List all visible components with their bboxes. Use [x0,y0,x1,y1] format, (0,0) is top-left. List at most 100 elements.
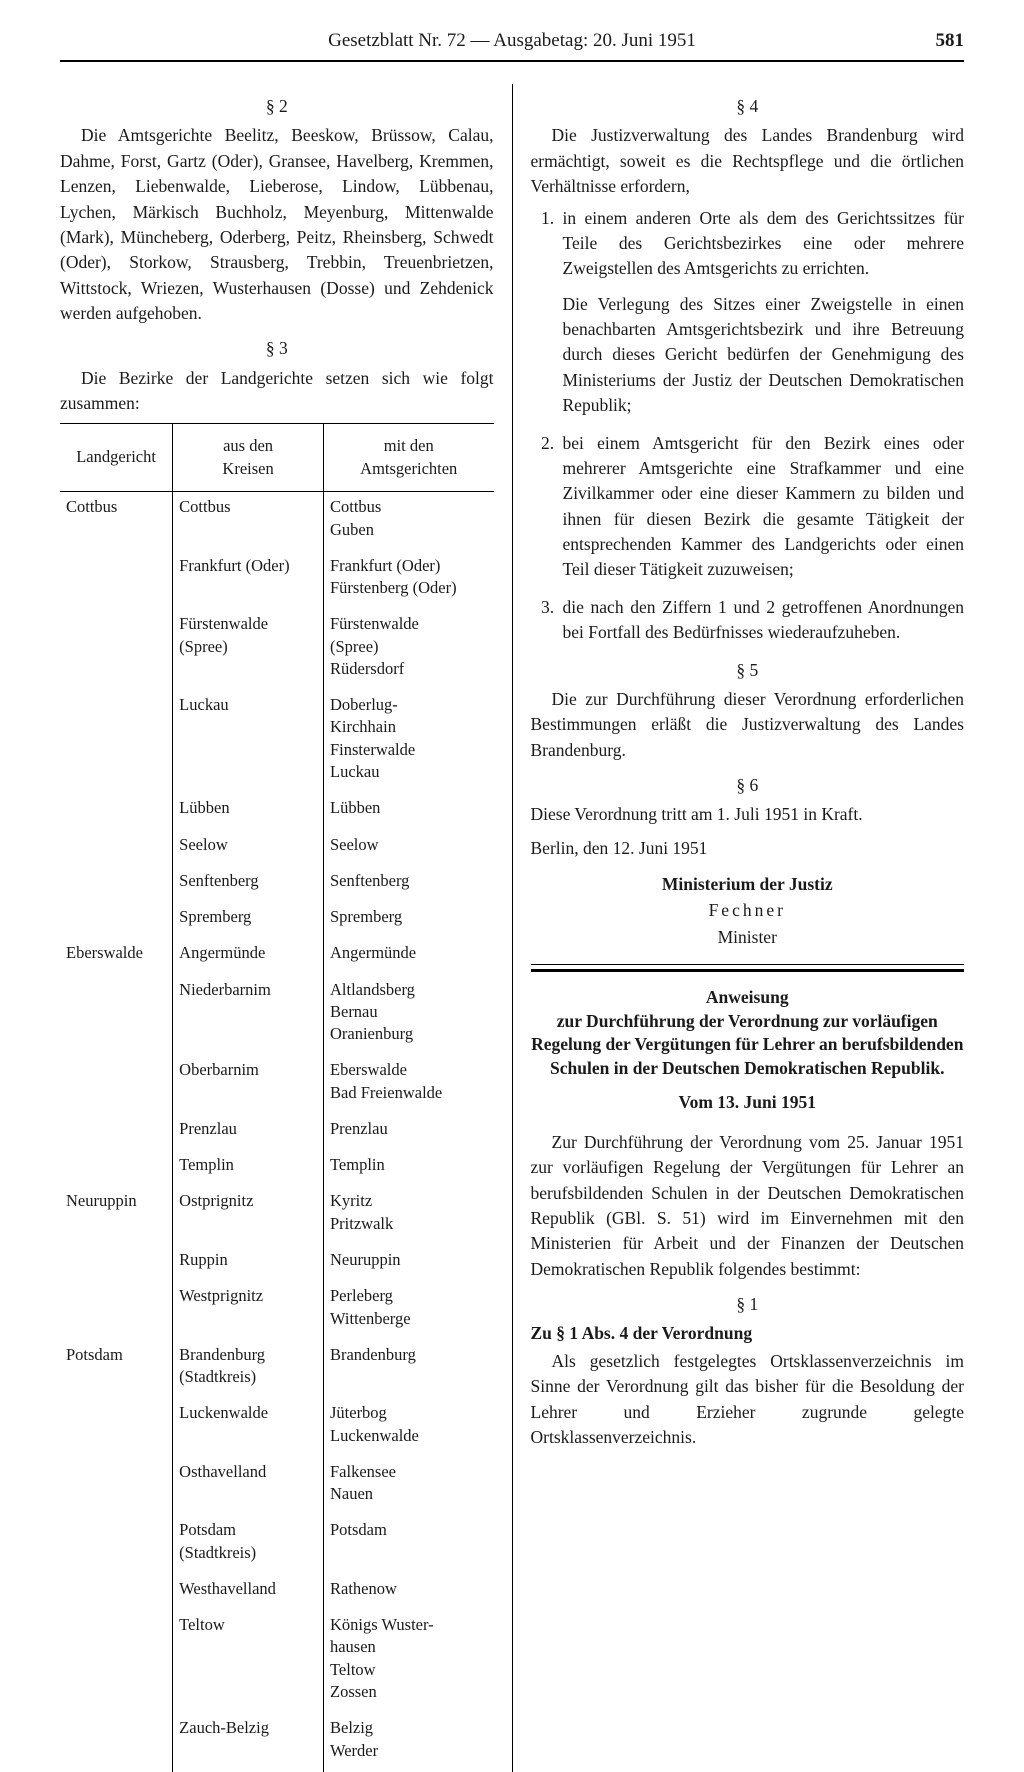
header-title: Gesetzblatt Nr. 72 — Ausgabetag: 20. Jun… [328,30,696,51]
cell-landgericht [60,1574,173,1610]
table-row: OsthavellandFalkenseeNauen [60,1457,494,1516]
cell-amtsgericht: EberswaldeBad Freienwalde [323,1055,493,1114]
cell-kreis: Osthavelland [173,1457,324,1516]
anw-s1-sub: Zu § 1 Abs. 4 der Verordnung [531,1321,965,1346]
section-5-text: Die zur Durchführung dieser Verordnung e… [531,687,965,763]
right-column: § 4 Die Justizverwaltung des Landes Bran… [513,84,965,1772]
table-row: Zauch-BelzigBelzigWerder [60,1713,494,1772]
cell-landgericht [60,1610,173,1713]
courts-table: Landgericht aus denKreisen mit denAmtsge… [60,423,494,1772]
anweisung-title: Anweisung zur Durchführung der Verordnun… [531,986,965,1081]
cell-amtsgericht: Fürstenwalde(Spree)Rüdersdorf [323,609,493,690]
cell-landgericht [60,1398,173,1457]
table-row: PrenzlauPrenzlau [60,1114,494,1150]
cell-kreis: Cottbus [173,492,324,551]
cell-landgericht [60,830,173,866]
cell-landgericht [60,609,173,690]
signature-role: Minister [531,924,965,950]
table-row: Fürstenwalde(Spree)Fürstenwalde(Spree)Rü… [60,609,494,690]
cell-amtsgericht: Rathenow [323,1574,493,1610]
table-row: LübbenLübben [60,793,494,829]
table-row: SenftenbergSenftenberg [60,866,494,902]
cell-kreis: Spremberg [173,902,324,938]
divider-thick [531,969,965,972]
divider-thin [531,964,965,965]
cell-kreis: Zauch-Belzig [173,1713,324,1772]
section-3-text: Die Bezirke der Landgerichte setzen sich… [60,366,494,417]
table-row: SprembergSpremberg [60,902,494,938]
cell-kreis: Ruppin [173,1245,324,1281]
cell-landgericht [60,1150,173,1186]
table-row: LuckenwaldeJüterbogLuckenwalde [60,1398,494,1457]
cell-landgericht [60,793,173,829]
cell-landgericht [60,1055,173,1114]
list-item: in einem anderen Orte als dem des Gerich… [559,206,965,419]
cell-amtsgericht: FalkenseeNauen [323,1457,493,1516]
cell-amtsgericht: CottbusGuben [323,492,493,551]
anw-s1-text: Als gesetzlich festgelegtes Ortsklassenv… [531,1349,965,1451]
section-6-head: § 6 [531,773,965,798]
cell-kreis: Lübben [173,793,324,829]
table-row: OberbarnimEberswaldeBad Freienwalde [60,1055,494,1114]
cell-amtsgericht: Spremberg [323,902,493,938]
cell-kreis: Teltow [173,1610,324,1713]
cell-landgericht: Neuruppin [60,1186,173,1245]
cell-kreis: Senftenberg [173,866,324,902]
anweisung-label: Anweisung [706,987,789,1007]
cell-amtsgericht: KyritzPritzwalk [323,1186,493,1245]
section-6-text: Diese Verordnung tritt am 1. Juli 1951 i… [531,802,965,827]
table-row: LuckauDoberlug-KirchhainFinsterwaldeLuck… [60,690,494,793]
table-row: WesthavellandRathenow [60,1574,494,1610]
cell-amtsgericht: JüterbogLuckenwalde [323,1398,493,1457]
table-header-row: Landgericht aus denKreisen mit denAmtsge… [60,423,494,492]
signature-name: Fechner [531,897,965,923]
cell-kreis: Brandenburg(Stadtkreis) [173,1340,324,1399]
page-header: Gesetzblatt Nr. 72 — Ausgabetag: 20. Jun… [60,30,964,62]
page-number: 581 [936,30,965,52]
table-row: CottbusCottbusCottbusGuben [60,492,494,551]
cell-landgericht: Eberswalde [60,938,173,974]
section-2-head: § 2 [60,94,494,119]
cell-amtsgericht: Potsdam [323,1515,493,1574]
cell-kreis: Ostprignitz [173,1186,324,1245]
cell-amtsgericht: AltlandsbergBernauOranienburg [323,975,493,1056]
cell-landgericht [60,1281,173,1340]
cell-amtsgericht: Templin [323,1150,493,1186]
cell-landgericht: Potsdam [60,1340,173,1399]
list-item: bei einem Amtsgericht für den Bezirk ein… [559,431,965,583]
cell-amtsgericht: BelzigWerder [323,1713,493,1772]
table-row: PotsdamBrandenburg(Stadtkreis)Brandenbur… [60,1340,494,1399]
anweisung-intro: Zur Durchführung der Verordnung vom 25. … [531,1130,965,1282]
cell-kreis: Luckau [173,690,324,793]
cell-amtsgericht: Neuruppin [323,1245,493,1281]
cell-landgericht [60,551,173,610]
cell-landgericht [60,975,173,1056]
anw-s1-head: § 1 [531,1292,965,1317]
cell-kreis: Frankfurt (Oder) [173,551,324,610]
col-header-amtsgerichte: mit denAmtsgerichten [323,423,493,492]
cell-landgericht [60,1515,173,1574]
cell-kreis: Westprignitz [173,1281,324,1340]
cell-landgericht [60,690,173,793]
table-row: WestprignitzPerlebergWittenberge [60,1281,494,1340]
table-row: NeuruppinOstprignitzKyritzPritzwalk [60,1186,494,1245]
cell-kreis: Seelow [173,830,324,866]
table-row: TemplinTemplin [60,1150,494,1186]
cell-amtsgericht: Prenzlau [323,1114,493,1150]
cell-landgericht: Cottbus [60,492,173,551]
cell-amtsgericht: Angermünde [323,938,493,974]
cell-amtsgericht: Doberlug-KirchhainFinsterwaldeLuckau [323,690,493,793]
cell-amtsgericht: Frankfurt (Oder)Fürstenberg (Oder) [323,551,493,610]
anweisung-subtitle: zur Durchführung der Verordnung zur vorl… [531,1011,963,1078]
signature-ministry: Ministerium der Justiz [531,871,965,897]
cell-amtsgericht: Königs Wuster-hausenTeltowZossen [323,1610,493,1713]
cell-amtsgericht: PerlebergWittenberge [323,1281,493,1340]
cell-amtsgericht: Brandenburg [323,1340,493,1399]
cell-amtsgericht: Lübben [323,793,493,829]
cell-kreis: Angermünde [173,938,324,974]
cell-kreis: Templin [173,1150,324,1186]
section-2-text: Die Amtsgerichte Beelitz, Beeskow, Brüss… [60,123,494,326]
table-row: NiederbarnimAltlandsbergBernauOranienbur… [60,975,494,1056]
section-4-head: § 4 [531,94,965,119]
cell-kreis: Westhavelland [173,1574,324,1610]
